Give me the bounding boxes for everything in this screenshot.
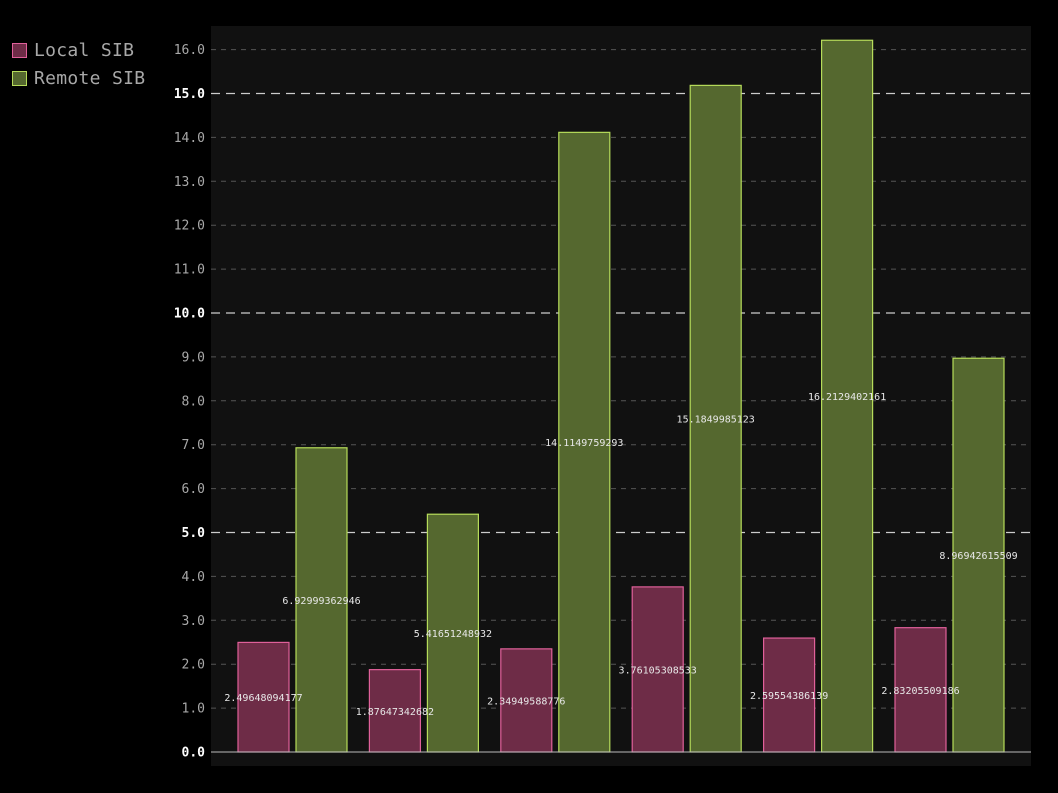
y-tick-label: 1.0 [182,702,205,717]
legend-label-local-sib: Local SIB [34,39,135,61]
bar-local-sib[interactable] [631,586,684,753]
value-label: 5.41651248932 [414,629,492,640]
bar-local-sib[interactable] [368,669,421,753]
y-tick-label: 8.0 [182,394,205,409]
bar-local-sib[interactable] [237,641,290,753]
bar-remote-sib[interactable] [689,84,742,753]
legend-swatch-remote-sib [12,70,27,86]
legend-label-remote-sib: Remote SIB [34,67,146,89]
y-tick-label: 0.0 [182,746,206,761]
y-tick-label: 13.0 [174,175,205,190]
y-tick-label: 5.0 [182,526,206,541]
y-tick-label: 2.0 [182,658,205,673]
bar-local-sib[interactable] [500,648,553,753]
y-tick-label: 16.0 [174,43,205,58]
value-label: 3.76105308533 [619,665,697,676]
value-label: 2.83205509186 [881,686,959,697]
grid-lines [211,49,1031,709]
value-label: 6.92999362946 [282,596,360,607]
bar-remote-sib[interactable] [426,513,479,753]
value-label: 2.49648094177 [224,693,302,704]
value-label: 2.34949588776 [487,696,565,707]
y-tick-label: 6.0 [182,482,205,497]
y-tick-label: 14.0 [174,131,205,146]
bar-remote-sib[interactable] [952,357,1005,753]
y-tick-label: 11.0 [174,263,205,278]
plot-background [211,26,1031,766]
value-label: 14.1149759293 [545,438,623,449]
value-label: 8.96942615509 [939,551,1017,562]
y-tick-label: 15.0 [174,87,205,102]
value-label: 1.87647342682 [356,707,434,718]
legend-item-remote-sib[interactable]: Remote SIB [12,64,145,92]
y-tick-label: 10.0 [174,307,205,322]
legend-item-local-sib[interactable]: Local SIB [12,36,145,64]
bar-remote-sib[interactable] [558,131,611,753]
y-tick-label: 12.0 [174,219,205,234]
legend-swatch-local-sib [12,42,27,58]
y-tick-label: 3.0 [182,614,205,629]
y-axis-tick-labels: 0.0 1.0 2.0 3.0 4.0 5.0 6.0 7.0 8.0 9.0 10.0 11.0 12… [174,43,205,760]
bars [237,39,1005,753]
bar-local-sib[interactable] [894,627,947,753]
bar-local-sib[interactable] [762,637,816,753]
value-labels: 2.49648094177 1.87647342682 2.34949588776 3… [224,392,1017,718]
value-label: 15.1849985123 [677,415,755,426]
y-tick-label: 4.0 [182,570,205,585]
bar-remote-sib[interactable] [820,39,874,753]
value-label: 16.2129402161 [808,392,886,403]
legend: Local SIB Remote SIB [12,36,145,92]
y-tick-label: 9.0 [182,350,205,365]
y-tick-label: 7.0 [182,438,205,453]
value-label: 2.59554386139 [750,691,828,702]
